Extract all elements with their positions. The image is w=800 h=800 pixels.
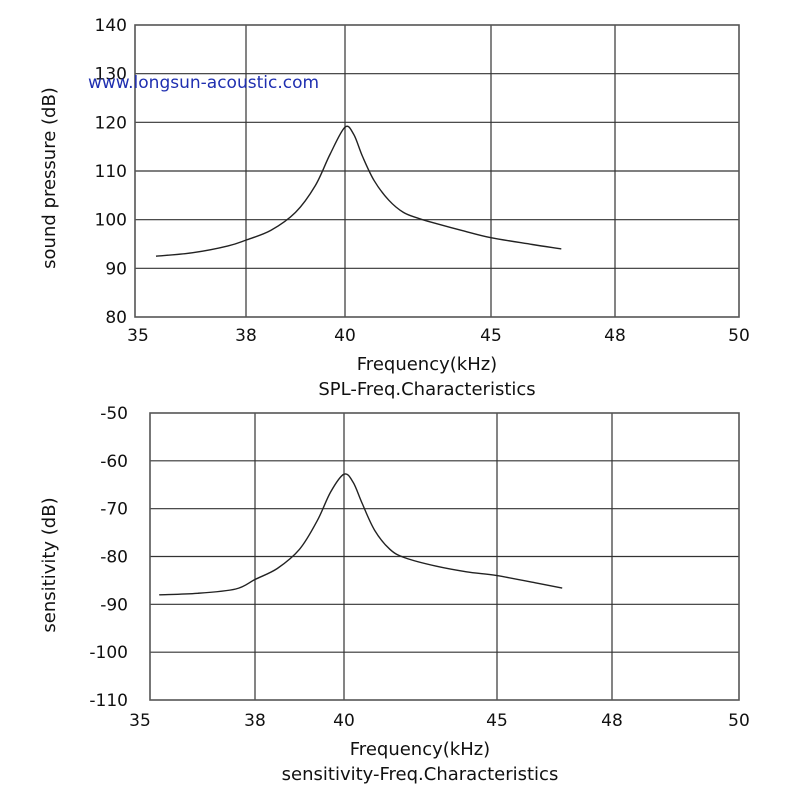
sensitivity-x-tick-label: 40 [333, 711, 355, 731]
spl-chart-title: SPL-Freq.Characteristics [318, 379, 535, 400]
spl-y-tick-label: 110 [95, 162, 127, 182]
spl-y-tick-label: 90 [105, 259, 127, 279]
sensitivity-y-tick-label: -90 [100, 595, 128, 615]
sensitivity-y-tick-label: -110 [89, 691, 128, 711]
spl-x-tick-label: 35 [127, 326, 149, 346]
sensitivity-y-tick-label: -100 [89, 643, 128, 663]
spl-y-tick-label: 120 [95, 113, 127, 133]
spl-y-tick-label: 100 [95, 211, 127, 231]
sensitivity-plot-frame [149, 412, 740, 701]
spl-plot-frame [134, 24, 740, 318]
spl-curve [155, 125, 562, 257]
spl-y-axis-label: sound pressure (dB) [39, 87, 60, 269]
spl-x-tick-label: 50 [728, 326, 750, 346]
spl-x-tick-label: 48 [604, 326, 626, 346]
sensitivity-x-tick-label: 38 [244, 711, 266, 731]
spl-grid [135, 25, 739, 317]
sensitivity-y-axis-label: sensitivity (dB) [39, 497, 60, 632]
spl-y-tick-label: 140 [95, 16, 127, 36]
spl-x-axis-label: Frequency(kHz) [357, 354, 497, 375]
spl-y-tick-label: 130 [95, 65, 127, 85]
sensitivity-x-axis-label: Frequency(kHz) [350, 739, 490, 760]
sensitivity-x-tick-label: 45 [486, 711, 508, 731]
spl-x-tick-label: 40 [334, 326, 356, 346]
sensitivity-grid [150, 413, 739, 700]
spl-y-tick-label: 80 [105, 308, 127, 328]
watermark-text: www.longsun-acoustic.com [88, 73, 319, 93]
sensitivity-x-tick-label: 35 [129, 711, 151, 731]
sensitivity-x-tick-label: 48 [601, 711, 623, 731]
sensitivity-chart-title: sensitivity-Freq.Characteristics [282, 764, 559, 785]
sensitivity-y-tick-label: -50 [100, 404, 128, 424]
sensitivity-y-tick-label: -80 [100, 548, 128, 568]
spl-x-tick-label: 38 [235, 326, 257, 346]
spl-x-tick-label: 45 [480, 326, 502, 346]
sensitivity-curve [159, 473, 563, 596]
sensitivity-y-tick-label: -60 [100, 452, 128, 472]
sensitivity-y-tick-label: -70 [100, 500, 128, 520]
sensitivity-x-tick-label: 50 [728, 711, 750, 731]
